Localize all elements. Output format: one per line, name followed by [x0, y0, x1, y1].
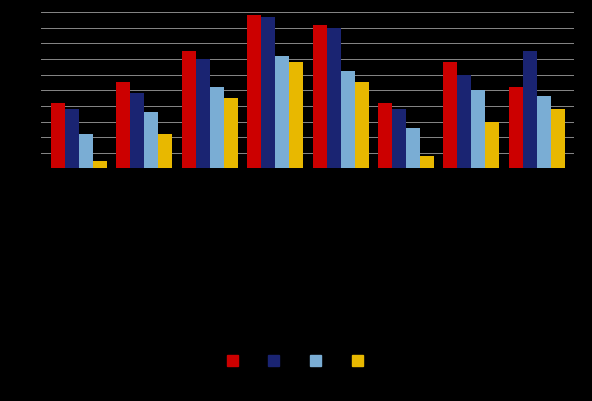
Bar [378, 103, 392, 168]
Bar [340, 71, 355, 168]
Bar [275, 56, 289, 168]
Bar [116, 83, 130, 168]
Bar [443, 62, 458, 168]
Bar [420, 156, 434, 168]
Bar [79, 134, 93, 168]
Bar [458, 75, 471, 168]
Bar [471, 90, 485, 168]
Bar [327, 28, 340, 168]
Bar [261, 17, 275, 168]
Bar [182, 51, 196, 168]
Bar [523, 51, 537, 168]
Bar [196, 59, 210, 168]
Bar [485, 122, 500, 168]
Bar [247, 15, 261, 168]
Bar [406, 128, 420, 168]
Bar [65, 109, 79, 168]
Legend: , , , : , , , [221, 349, 371, 374]
Bar [313, 24, 327, 168]
Bar [537, 97, 551, 168]
Bar [392, 109, 406, 168]
Bar [93, 161, 107, 168]
Bar [210, 87, 224, 168]
Bar [509, 87, 523, 168]
Bar [144, 112, 158, 168]
Bar [551, 109, 565, 168]
Bar [289, 62, 303, 168]
Bar [158, 134, 172, 168]
Bar [224, 98, 238, 168]
Bar [130, 93, 144, 168]
Bar [355, 83, 369, 168]
Bar [51, 103, 65, 168]
